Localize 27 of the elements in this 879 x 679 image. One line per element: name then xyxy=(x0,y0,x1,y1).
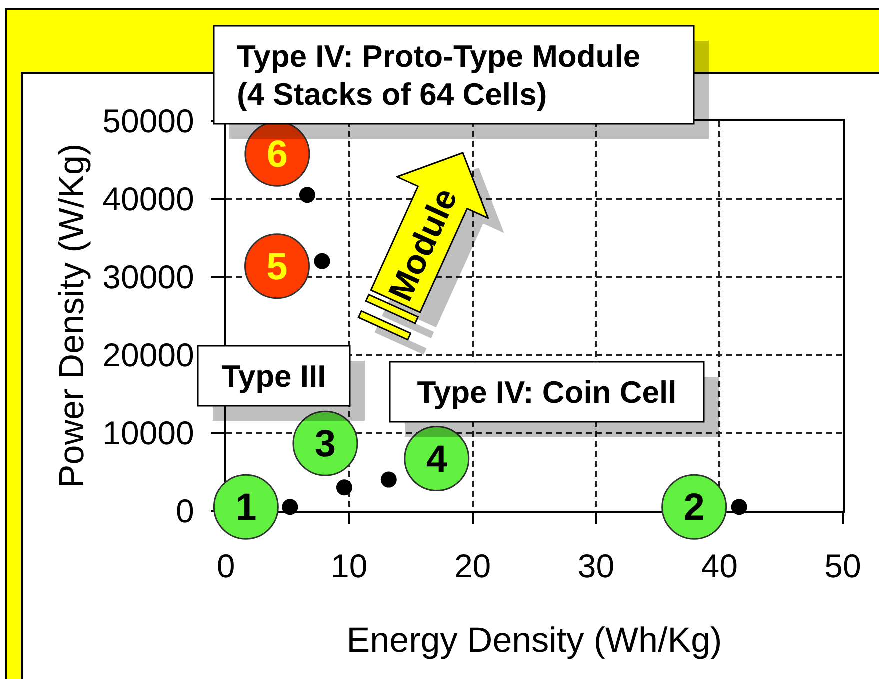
annotation: 3 xyxy=(314,424,336,466)
x-tick-label: 0 xyxy=(216,548,236,585)
x-tick-label: 40 xyxy=(701,548,738,585)
x-tick-label: 10 xyxy=(331,548,368,585)
y-axis-title: Power Density (W/Kg) xyxy=(52,144,92,488)
x-tick-label: 50 xyxy=(824,548,862,585)
x-tick-label: 20 xyxy=(454,548,492,585)
annotation: 5 xyxy=(266,246,288,288)
point xyxy=(336,480,352,496)
point xyxy=(314,253,330,270)
y-tick-label: 20000 xyxy=(102,336,194,374)
annotation: Type III xyxy=(222,358,326,394)
point xyxy=(299,187,316,204)
annotation: 6 xyxy=(266,134,288,176)
x-tick-label: 30 xyxy=(578,548,615,585)
y-tick-label: 40000 xyxy=(102,180,194,218)
y-tick-label: 50000 xyxy=(102,102,194,140)
annotation: 4 xyxy=(426,438,448,481)
y-tick-label: 10000 xyxy=(102,414,194,452)
text: Type IV: Proto-Type Module (4 Stacks of 64 Cells) xyxy=(237,38,641,112)
annotation: 2 xyxy=(684,487,705,530)
point xyxy=(380,472,397,488)
x-axis-title: Energy Density (Wh/Kg) xyxy=(346,621,722,660)
y-tick-label: 30000 xyxy=(102,258,194,296)
y-tick-label: 0 xyxy=(176,492,194,530)
annotation: Type IV: Coin Cell xyxy=(417,374,677,410)
annotation: 1 xyxy=(236,487,257,530)
